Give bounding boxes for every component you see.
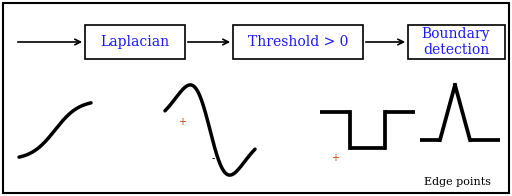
Text: -: - [211,153,215,163]
Text: Edge points: Edge points [424,177,492,187]
Text: Boundary
detection: Boundary detection [422,27,490,57]
Bar [233,25,363,59]
Bar [85,25,185,59]
Text: Laplacian: Laplacian [100,35,169,49]
Text: +: + [331,153,339,163]
Text: +: + [178,117,186,127]
Text: Threshold > 0: Threshold > 0 [248,35,348,49]
Bar [408,25,505,59]
